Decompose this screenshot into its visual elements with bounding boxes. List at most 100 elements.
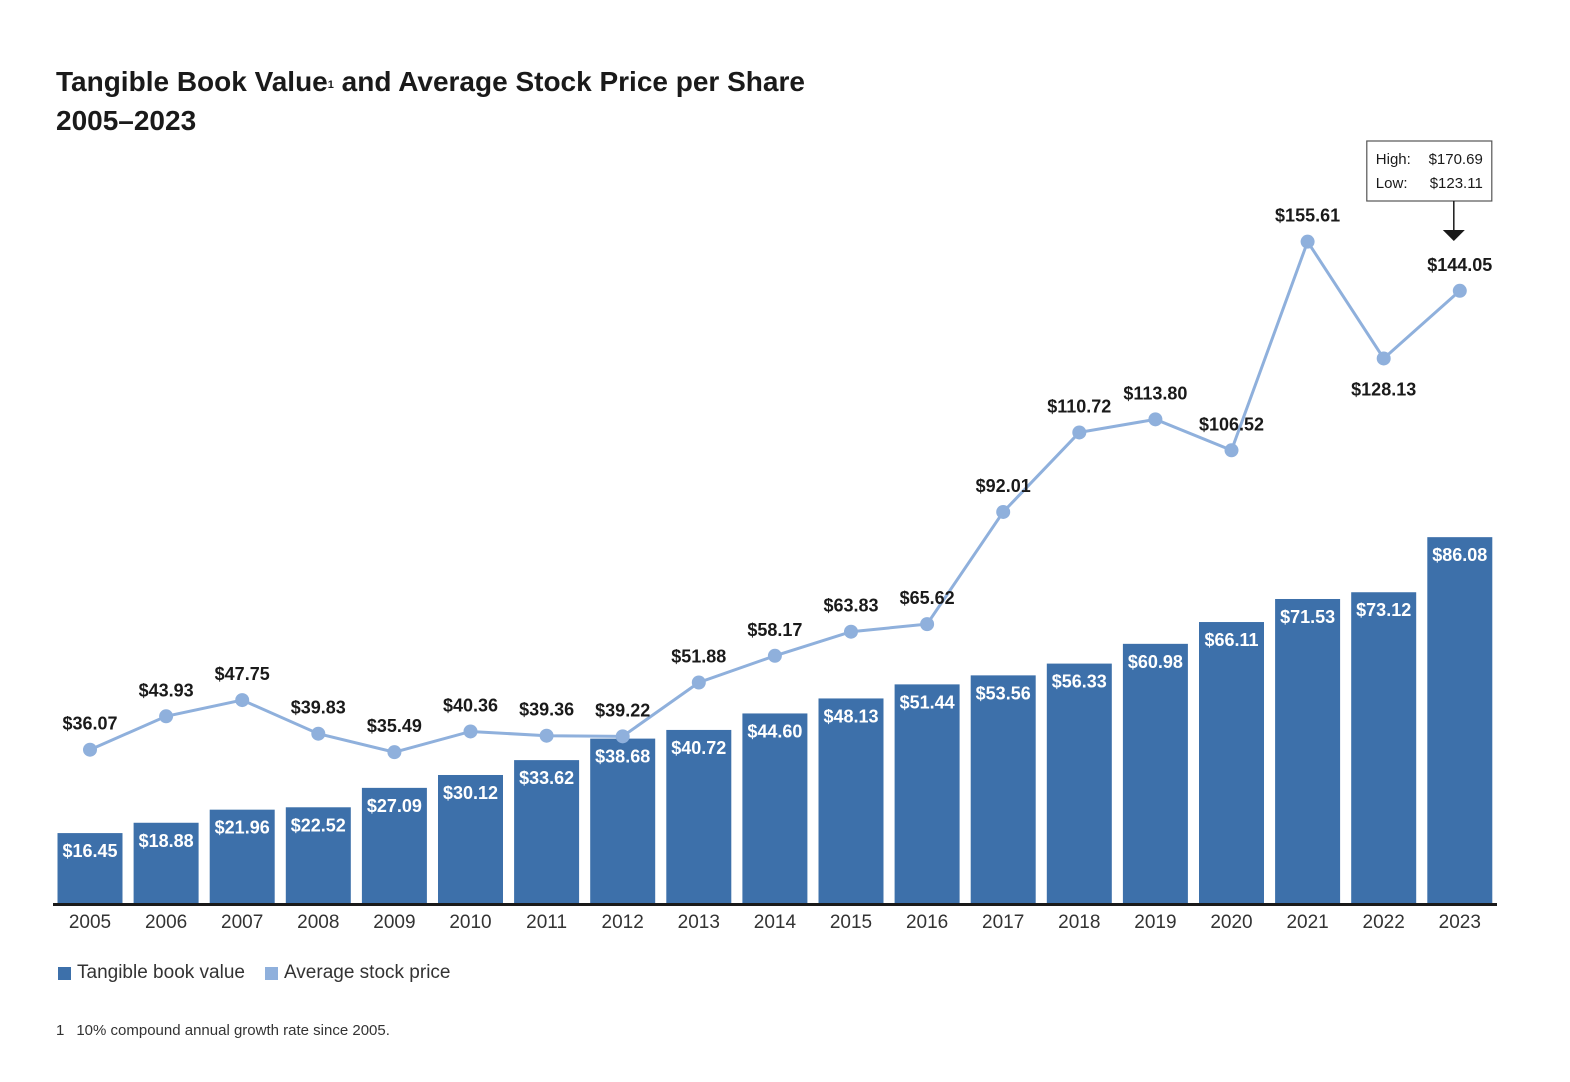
x-tick-label-2008: 2008 [297,912,339,933]
bar-label-2010: $30.12 [443,783,498,803]
bar-2018 [1046,663,1112,903]
annotation-arrow-head [1442,230,1465,241]
bar-2017 [970,675,1036,903]
x-tick-label-2018: 2018 [1058,912,1100,933]
line-label-2008: $39.83 [291,698,346,718]
title-footnote-marker: 1 [327,79,334,91]
annotation-high-label: High: [1376,151,1411,168]
chart-legend: Tangible book value Average stock price [58,962,450,984]
line-point-2020 [1224,443,1239,458]
chart-plot: $16.45 $18.88 $21.96 $22.52 $27.09 $30.12 $33.… [53,140,1497,933]
line-point-2014 [767,648,782,663]
bar-2011 [514,760,580,903]
line-point-2008 [311,726,326,741]
bar-2013 [666,729,732,903]
bar-label-2014: $44.60 [747,721,802,741]
bar-label-2009: $27.09 [367,796,422,816]
footnote: 1 10% compound annual growth rate since 2… [56,1022,390,1039]
bar-label-2011: $33.62 [519,768,574,788]
footnote-number: 1 [56,1022,65,1039]
x-tick-label-2010: 2010 [449,912,491,933]
bar-2021 [1275,598,1341,903]
line-point-2005 [83,742,97,757]
line-point-2016 [920,617,935,632]
bar-label-2016: $51.44 [900,692,955,712]
line-point-2022 [1376,351,1391,366]
title-text: Tangible Book Value [56,66,328,97]
bar-2012 [590,738,656,903]
x-tick-label-2020: 2020 [1210,912,1252,933]
line-point-2021 [1300,234,1315,249]
bar-label-2008: $22.52 [291,815,346,835]
line-point-2011 [539,728,554,743]
bar-label-2013: $40.72 [671,738,726,758]
bar-2006 [133,822,199,903]
bar-label-2021: $71.53 [1280,607,1335,627]
legend-label-tangible-book-value: Tangible book value [77,962,245,983]
bar-label-2022: $73.12 [1356,600,1411,620]
line-label-2010: $40.36 [443,695,498,715]
x-tick-label-2022: 2022 [1363,912,1405,933]
x-tick-label-2023: 2023 [1439,912,1481,933]
line-label-2020: $106.52 [1199,414,1264,434]
line-label-2006: $43.93 [139,680,194,700]
line-point-2023 [1452,283,1467,298]
x-tick-label-2017: 2017 [982,912,1024,933]
line-point-2013 [691,675,706,690]
annotation-low-label: Low: [1376,175,1408,192]
line-label-2011: $39.36 [519,700,574,720]
annotation-high-value: $170.69 [1429,151,1483,168]
x-tick-label-2014: 2014 [754,912,797,933]
line-point-2009 [387,745,402,760]
bar-label-2018: $56.33 [1052,672,1107,692]
line-point-2015 [844,624,858,639]
bar-2022 [1351,592,1417,903]
bar-2009 [361,787,427,903]
line-label-2013: $51.88 [671,647,726,667]
x-tick-label-2011: 2011 [526,912,567,933]
bar-2010 [438,774,503,903]
line-point-2006 [159,709,174,724]
x-tick-label-2006: 2006 [145,912,187,933]
bar-2016 [894,684,960,903]
line-label-2017: $92.01 [976,476,1031,496]
line-label-2023: $144.05 [1427,255,1492,275]
bar-label-2005: $16.45 [62,841,117,861]
bar-label-2012: $38.68 [595,747,650,767]
line-label-2007: $47.75 [215,664,270,684]
line-point-2018 [1072,425,1087,440]
legend-item-average-stock-price: Average stock price [264,962,451,984]
bar-2008 [285,807,351,903]
line-label-2021: $155.61 [1275,206,1340,226]
x-tick-label-2009: 2009 [373,912,415,933]
bar-label-2015: $48.13 [823,706,878,726]
bar-label-2019: $60.98 [1128,652,1183,672]
bar-2023 [1427,537,1493,903]
x-tick-label-2013: 2013 [678,912,720,933]
bar-label-2006: $18.88 [139,831,194,851]
annotation-low-value: $123.11 [1430,175,1483,192]
bar-label-2023: $86.08 [1432,545,1487,565]
legend-swatch-line [264,966,278,980]
line-label-2015: $63.83 [823,596,878,616]
line-point-2012 [615,729,630,744]
bar-label-2020: $66.11 [1204,630,1258,650]
bar-2019 [1122,643,1188,903]
title-text-rest: and Average Stock Price per Share [333,66,805,97]
legend-label-average-stock-price: Average stock price [283,962,451,983]
bar-2007 [209,809,275,903]
annotation-box [1366,140,1493,202]
x-tick-label-2021: 2021 [1286,912,1328,933]
footnote-text: 10% compound annual growth rate since 20… [76,1022,390,1039]
chart-title-line1: Tangible Book Value1 and Average Stock P… [56,62,805,101]
x-tick-label-2019: 2019 [1134,912,1176,933]
bar-2015 [818,698,884,903]
x-tick-label-2016: 2016 [906,912,948,933]
line-label-2014: $58.17 [747,620,802,640]
x-tick-label-2005: 2005 [69,912,111,933]
line-label-2009: $35.49 [367,716,422,736]
line-label-2018: $110.72 [1047,396,1111,416]
line-point-2007 [235,693,250,708]
x-tick-label-2007: 2007 [221,912,263,933]
chart-subtitle: 2005–2023 [56,105,197,136]
